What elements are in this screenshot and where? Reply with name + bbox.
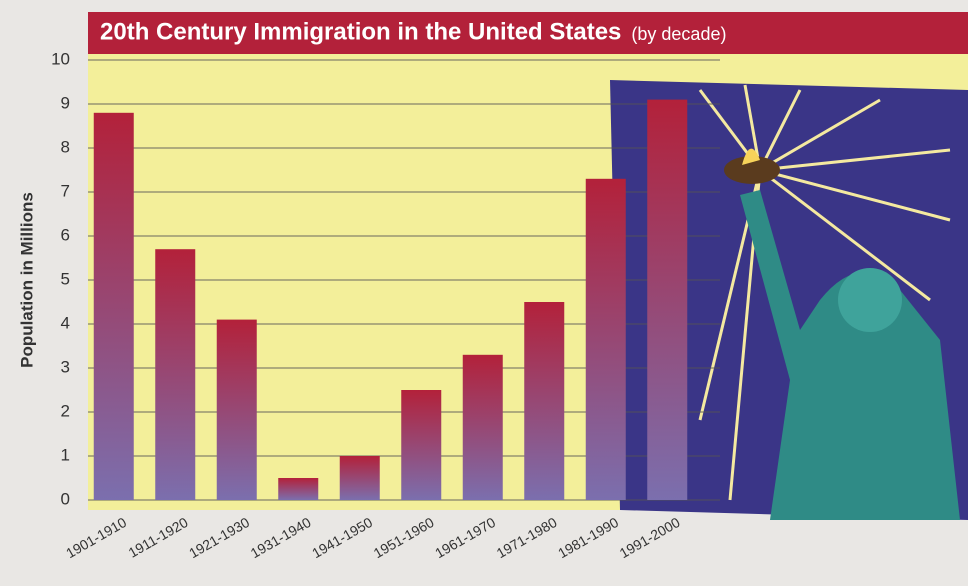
y-tick-label: 5	[61, 269, 70, 288]
y-tick-label: 0	[61, 489, 70, 508]
bar	[216, 319, 257, 500]
bar	[278, 478, 319, 500]
chart-subtitle: (by decade)	[631, 24, 726, 44]
x-tick-label: 1921-1930	[186, 514, 252, 561]
x-tick-label: 1991-2000	[617, 514, 683, 561]
x-tick-label: 1981-1990	[555, 514, 621, 561]
x-tick-label: 1951-1960	[371, 514, 437, 561]
x-tick-label: 1931-1940	[248, 514, 314, 561]
y-tick-label: 8	[61, 137, 70, 156]
bar	[647, 99, 688, 500]
title-banner	[88, 12, 968, 54]
statue	[724, 148, 960, 520]
y-tick-label: 2	[61, 401, 70, 420]
y-tick-label: 6	[61, 225, 70, 244]
y-tick-label: 3	[61, 357, 70, 376]
bar	[524, 302, 565, 500]
x-tick-label: 1911-1920	[126, 514, 191, 561]
bar	[462, 354, 503, 500]
bar	[585, 178, 626, 501]
bar	[401, 390, 442, 500]
y-tick-label: 9	[61, 93, 70, 112]
y-tick-label: 1	[61, 445, 70, 464]
y-tick-label: 10	[51, 49, 70, 68]
chart-title: 20th Century Immigration in the United S…	[100, 18, 621, 45]
bar	[339, 456, 380, 500]
bar	[155, 249, 196, 500]
bar	[93, 112, 134, 501]
x-tick-label: 1961-1970	[432, 514, 498, 561]
y-tick-label: 4	[61, 313, 70, 332]
x-tick-label: 1901-1910	[63, 514, 129, 561]
y-tick-label: 7	[61, 181, 70, 200]
x-tick-label: 1941-1950	[309, 514, 375, 561]
y-axis-label: Population in Millions	[17, 192, 36, 368]
x-tick-label: 1971-1980	[494, 514, 560, 561]
